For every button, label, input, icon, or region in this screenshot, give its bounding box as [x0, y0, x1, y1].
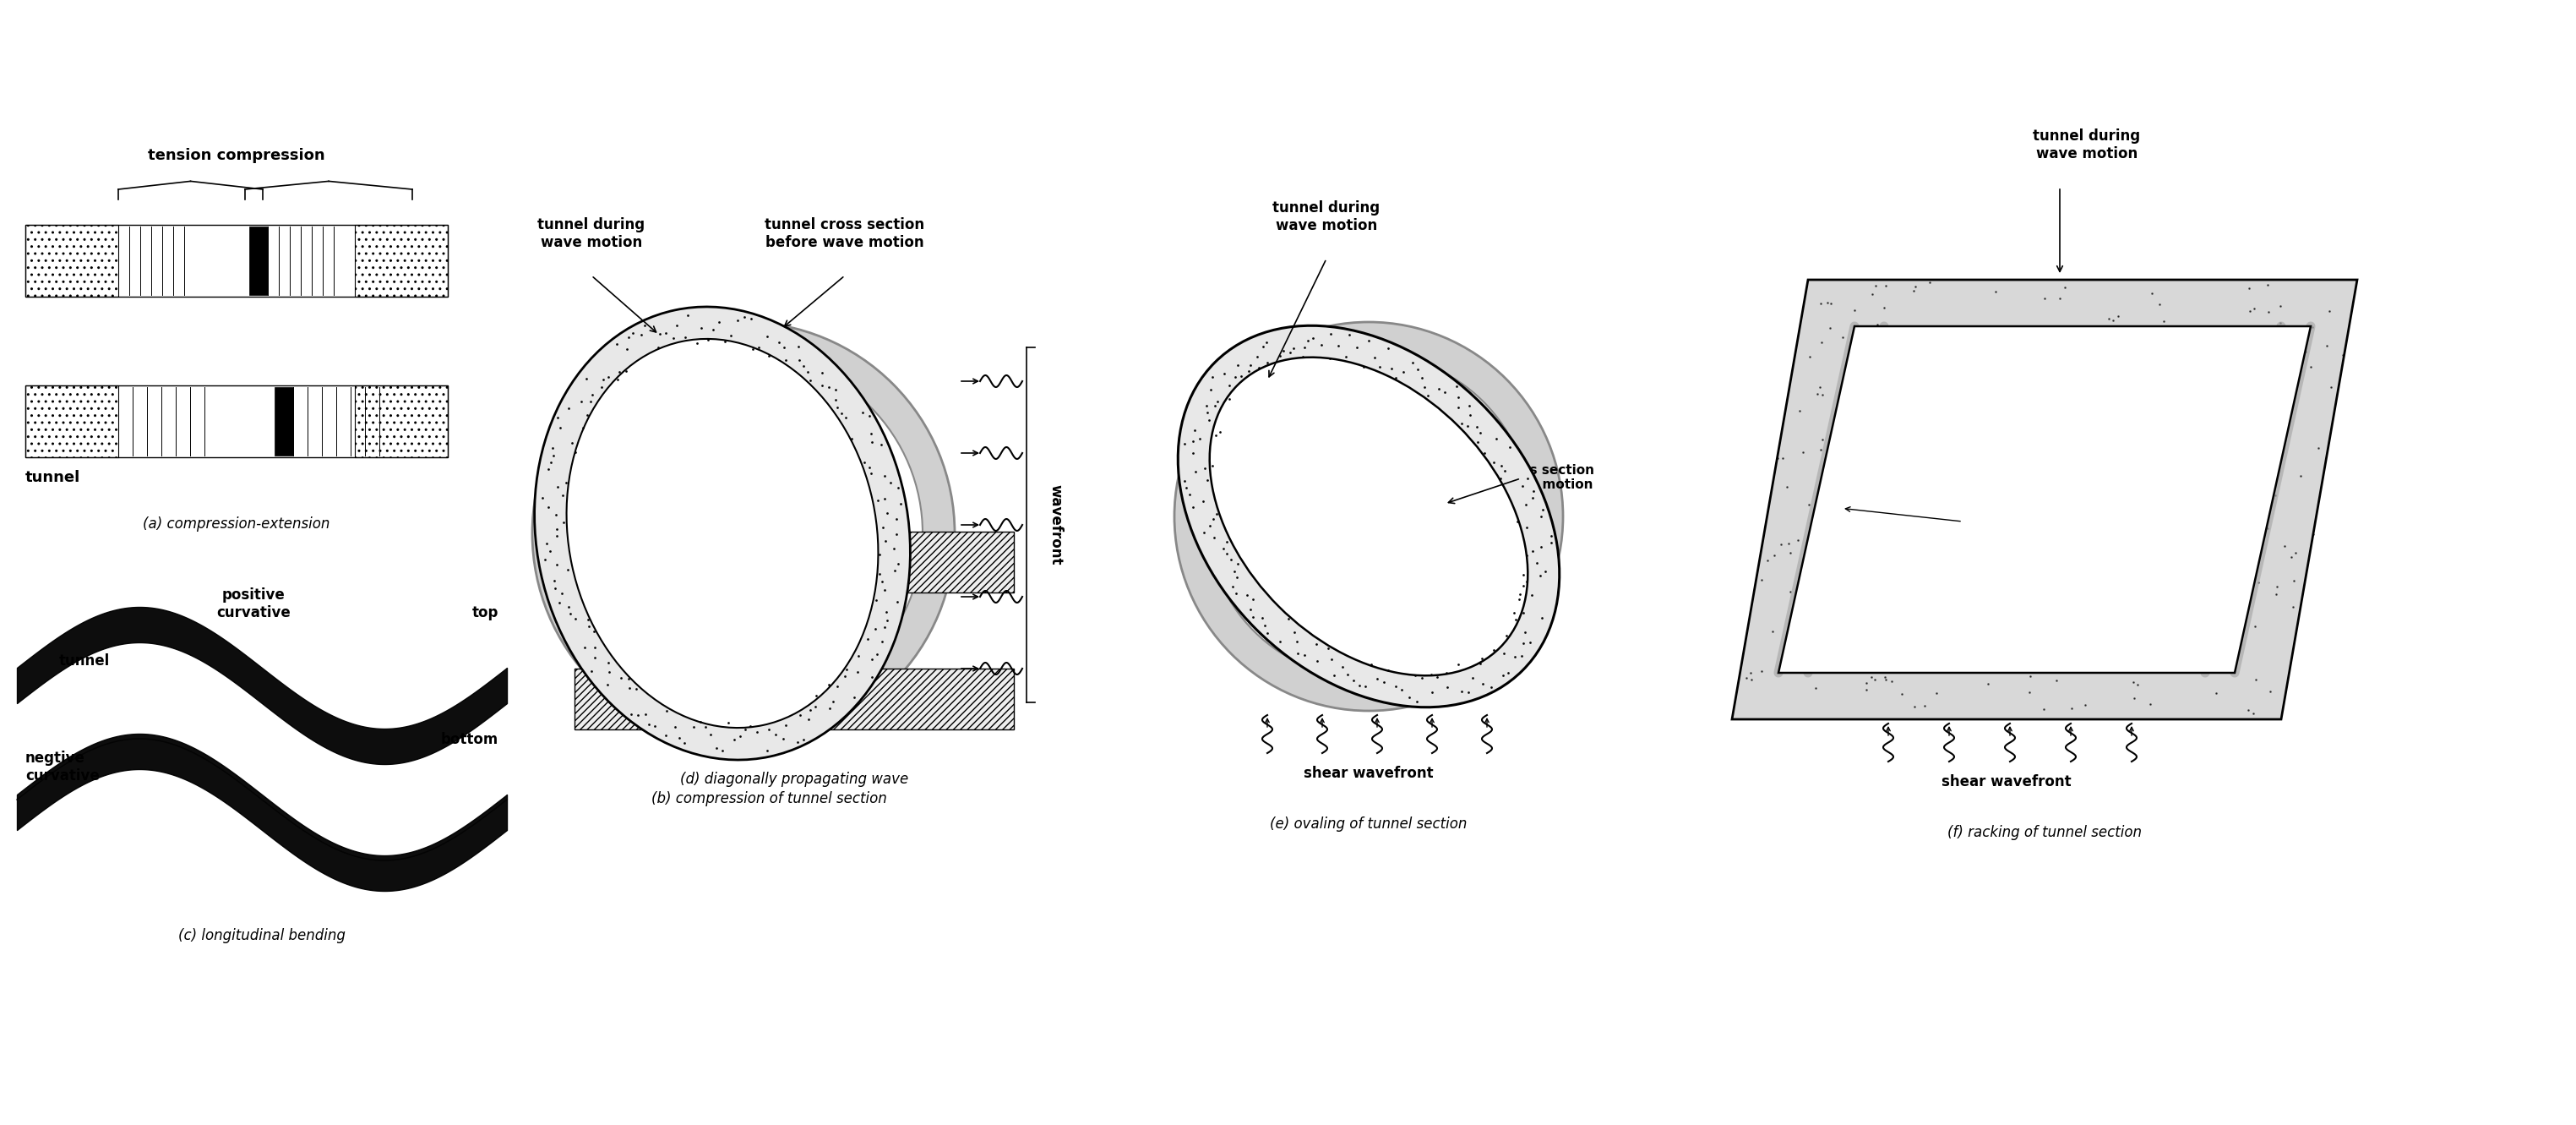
Ellipse shape: [1177, 325, 1558, 708]
Text: tunnel cross section
before wave motion: tunnel cross section before wave motion: [1968, 508, 2102, 534]
Bar: [26, 386, 118, 457]
Text: bottom: bottom: [440, 732, 500, 747]
Bar: [574, 668, 1015, 729]
Text: tunnel cross section
before wave motion: tunnel cross section before wave motion: [1448, 463, 1595, 492]
Text: (b) compression of tunnel section: (b) compression of tunnel section: [652, 791, 886, 807]
Text: (d) diagonally propagating wave: (d) diagonally propagating wave: [680, 772, 909, 786]
Text: (e) ovaling of tunnel section: (e) ovaling of tunnel section: [1270, 817, 1468, 831]
Text: tunnel: tunnel: [26, 470, 80, 485]
Text: (tension) (comp.) (tension): (tension) (comp.) (tension): [716, 651, 873, 664]
Bar: [250, 226, 268, 295]
Bar: [26, 386, 448, 457]
Ellipse shape: [567, 339, 878, 728]
Circle shape: [533, 322, 956, 745]
Text: negtive
curvative: negtive curvative: [26, 750, 100, 783]
Text: (a) compression-extension: (a) compression-extension: [144, 516, 330, 532]
Polygon shape: [1731, 280, 2357, 719]
Bar: [276, 387, 294, 456]
Text: tunnel: tunnel: [59, 654, 111, 668]
Ellipse shape: [1211, 358, 1528, 676]
Text: tunnel during
wave motion: tunnel during wave motion: [2032, 128, 2141, 162]
Text: positive
curvative: positive curvative: [216, 587, 291, 620]
Circle shape: [1206, 354, 1530, 678]
Bar: [355, 386, 448, 457]
Text: shear wavefront: shear wavefront: [1303, 766, 1435, 781]
Text: tension compression: tension compression: [147, 147, 325, 163]
Text: shear wavefront: shear wavefront: [1942, 774, 2071, 790]
Circle shape: [1175, 322, 1564, 711]
Bar: [26, 225, 448, 297]
Text: wavefront: wavefront: [1048, 485, 1064, 565]
Text: tunnel: tunnel: [567, 623, 618, 638]
Text: tunnel cross section
before wave motion: tunnel cross section before wave motion: [765, 217, 925, 250]
Text: tunnel during
wave motion: tunnel during wave motion: [538, 217, 644, 250]
Text: (f) racking of tunnel section: (f) racking of tunnel section: [1947, 825, 2141, 840]
Text: top: top: [471, 605, 500, 620]
Ellipse shape: [533, 307, 909, 759]
Polygon shape: [1777, 326, 2311, 673]
Text: tunnel during
wave motion: tunnel during wave motion: [1273, 200, 1381, 233]
Circle shape: [564, 354, 922, 712]
Bar: [355, 225, 448, 297]
Bar: [574, 532, 1015, 593]
Text: (comp.) (tension) (comp.): (comp.) (tension) (comp.): [719, 600, 871, 611]
Text: (c) longitudinal bending: (c) longitudinal bending: [178, 928, 345, 943]
Bar: [26, 225, 118, 297]
